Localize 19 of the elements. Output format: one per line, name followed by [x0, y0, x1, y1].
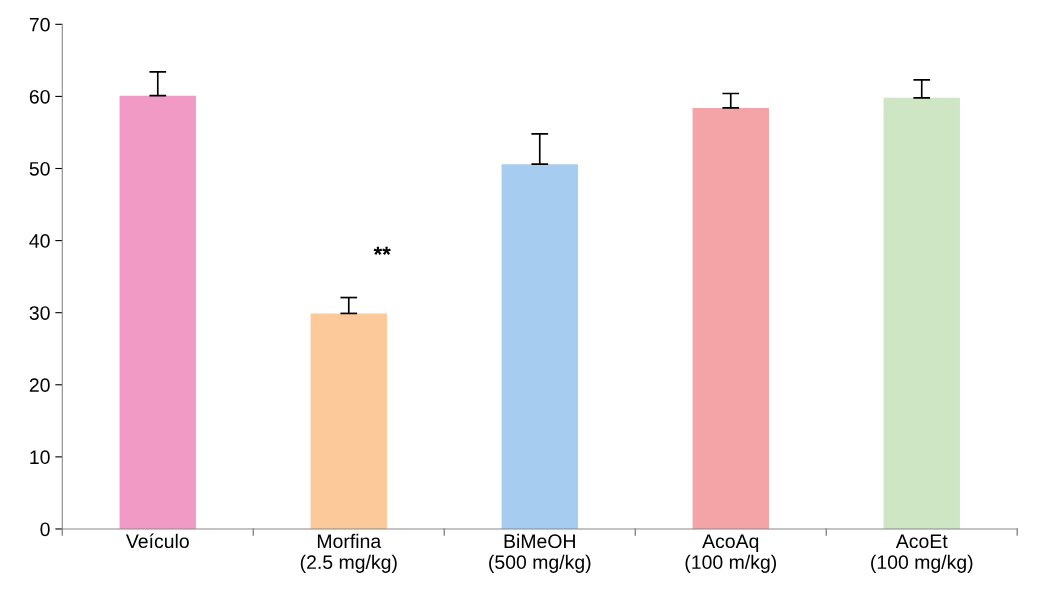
y-tick-label: 40 — [29, 234, 50, 248]
bar — [310, 313, 387, 529]
y-tick-label: 60 — [29, 89, 50, 104]
x-tick-label: AcoAq (100 m/kg) — [685, 534, 777, 573]
annotation: ** — [373, 246, 391, 255]
x-tick-label: BiMeOH (500 mg/kg) — [489, 533, 591, 573]
y-tick-label: 20 — [29, 378, 50, 393]
x-tick-label: Veículo — [125, 533, 189, 549]
x-tick-label: AcoEt (100 mg/kg) — [871, 534, 973, 573]
bar — [119, 95, 196, 529]
y-tick-label: 0 — [40, 522, 50, 537]
y-tick-label: 10 — [30, 450, 50, 465]
y-tick-label: 30 — [29, 306, 50, 320]
bar — [501, 164, 578, 529]
y-tick-label: 50 — [29, 161, 50, 176]
bar — [883, 97, 960, 529]
bar — [692, 107, 769, 529]
y-tick-label: 70 — [29, 17, 50, 32]
x-tick-label: Morfina (2.5 mg/kg) — [300, 533, 397, 573]
